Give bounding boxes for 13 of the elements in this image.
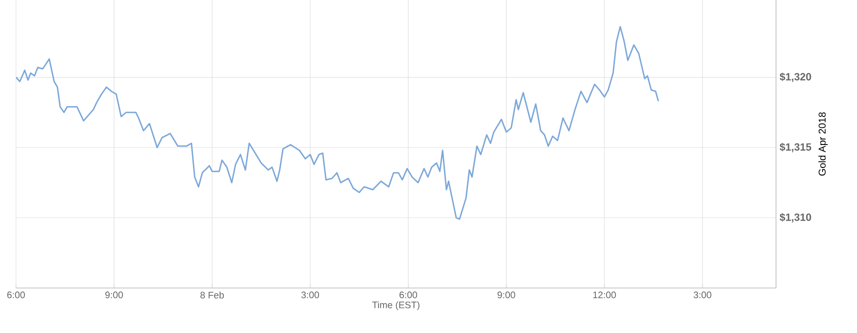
x-tick-label: 9:00 xyxy=(105,292,123,298)
y-tick-label: $1,320 xyxy=(780,72,812,82)
y-tick-label: $1,310 xyxy=(780,213,812,222)
x-tick-label: 8 Feb xyxy=(200,292,224,298)
x-axis-title: Time (EST) xyxy=(372,301,420,310)
x-tick-label: 12:00 xyxy=(593,292,616,298)
x-tick-label: 6:00 xyxy=(400,292,418,298)
x-tick-label: 9:00 xyxy=(498,292,516,298)
y-axis-title: Gold Apr 2018 xyxy=(818,112,828,176)
y-tick-label: $1,315 xyxy=(780,142,812,152)
x-tick-label: 3:00 xyxy=(694,292,712,298)
x-tick-label: 3:00 xyxy=(301,292,320,298)
x-tick-label: 6:00 xyxy=(7,292,25,298)
